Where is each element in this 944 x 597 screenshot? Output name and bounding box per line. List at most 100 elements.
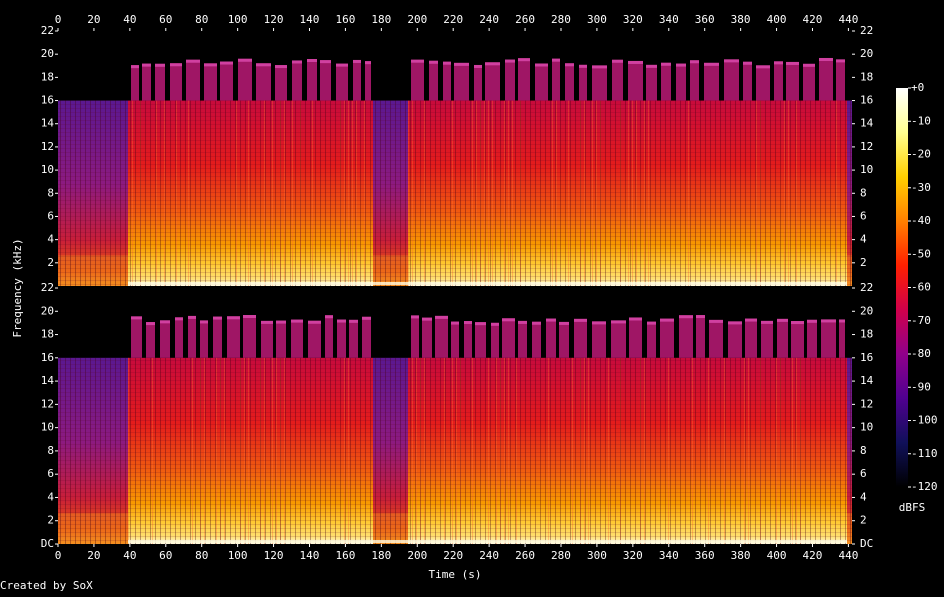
high-band-edge — [532, 321, 541, 325]
high-band-edge — [336, 63, 348, 67]
high-band-burst — [836, 59, 845, 101]
high-band-edge — [774, 61, 783, 65]
y-tick-label: 4 — [47, 490, 54, 503]
high-band-edge — [353, 59, 361, 63]
y-tick-label: 18 — [860, 328, 873, 341]
y-tick-label: 12 — [860, 140, 873, 153]
high-band-edge — [777, 318, 788, 322]
high-band-burst — [275, 65, 287, 101]
colorbar-tick-label: -10 — [911, 114, 931, 127]
high-band-edge — [728, 321, 742, 325]
high-band-burst — [200, 320, 208, 358]
high-band-edge — [803, 63, 815, 67]
colorbar-tick-label: -90 — [911, 380, 931, 393]
high-band-burst — [186, 59, 200, 101]
high-band-burst — [761, 320, 773, 358]
high-band-burst — [676, 63, 686, 101]
y-tick-label: 2 — [47, 514, 54, 527]
high-band-burst — [362, 316, 371, 358]
high-band-edge — [365, 61, 371, 65]
high-band-burst — [160, 320, 170, 358]
x-tick-label: 260 — [515, 13, 535, 26]
colorbar-tick-label: +0 — [911, 81, 924, 94]
x-tick-label: 180 — [371, 13, 391, 26]
high-band-burst — [821, 319, 836, 358]
x-tick-label: 200 — [407, 549, 427, 562]
high-band-edge — [704, 62, 719, 66]
high-band-burst — [325, 315, 333, 358]
high-band-burst — [579, 64, 587, 101]
y-tick-label: 8 — [47, 186, 54, 199]
high-band-edge — [188, 315, 196, 319]
y-tick-label: 10 — [860, 163, 873, 176]
high-band-burst — [756, 65, 770, 101]
high-band-burst — [660, 318, 674, 358]
high-band-edge — [337, 319, 346, 323]
high-band-burst — [696, 315, 705, 358]
high-band-edge — [464, 321, 472, 325]
y-tick-label: 22 — [860, 24, 873, 37]
high-band-edge — [839, 319, 845, 323]
high-band-burst — [276, 320, 286, 358]
y-tick-label: 2 — [860, 256, 867, 269]
high-band-edge — [836, 59, 845, 63]
high-band-burst — [518, 320, 527, 358]
x-tick-label: 60 — [159, 549, 172, 562]
y-tick-label: 8 — [860, 186, 867, 199]
x-tick-label: 420 — [803, 549, 823, 562]
x-tick-label: 280 — [551, 549, 571, 562]
x-tick-label: 80 — [195, 549, 208, 562]
high-band-edge — [592, 321, 606, 325]
y-tick-label: 14 — [860, 117, 874, 130]
high-band-burst — [451, 321, 459, 358]
x-tick-label: 400 — [767, 13, 787, 26]
x-tick-label: 0 — [55, 13, 62, 26]
y-tick-label: DC — [860, 537, 873, 550]
high-band-burst — [505, 59, 515, 101]
high-band-burst — [661, 62, 671, 101]
high-band-edge — [756, 65, 770, 69]
x-tick-label: 220 — [443, 549, 463, 562]
high-band-edge — [155, 63, 165, 67]
high-band-edge — [146, 322, 155, 326]
x-tick-label: 160 — [335, 549, 355, 562]
y-tick-label: 8 — [860, 444, 867, 457]
high-band-edge — [559, 321, 569, 325]
y-tick-label: 20 — [41, 47, 54, 60]
y-tick-label: 20 — [41, 304, 54, 317]
high-band-burst — [745, 318, 757, 358]
x-tick-label: 400 — [767, 549, 787, 562]
high-band-burst — [502, 318, 515, 358]
y-tick-label: 22 — [860, 281, 873, 294]
high-band-burst — [292, 60, 302, 101]
y-tick-label: 2 — [860, 514, 867, 527]
x-tick-label: 380 — [731, 13, 751, 26]
y-tick-label: 14 — [860, 374, 874, 387]
high-band-edge — [676, 63, 686, 67]
high-band-edge — [454, 62, 469, 66]
high-band-edge — [821, 319, 836, 323]
texture — [58, 100, 852, 286]
x-tick-label: 80 — [195, 13, 208, 26]
high-band-edge — [142, 63, 151, 67]
high-band-burst — [188, 315, 196, 358]
high-band-burst — [291, 319, 303, 358]
high-band-edge — [629, 317, 642, 321]
x-tick-label: 40 — [123, 13, 136, 26]
high-band-burst — [204, 63, 217, 101]
high-band-edge — [220, 61, 233, 65]
high-band-burst — [546, 318, 556, 358]
high-band-edge — [592, 65, 607, 69]
high-band-burst — [518, 58, 530, 101]
high-band-edge — [307, 58, 317, 62]
y-tick-label: 22 — [41, 281, 54, 294]
colorbar-tick-label: -110 — [911, 447, 938, 460]
high-band-burst — [243, 315, 256, 358]
high-band-edge — [474, 64, 482, 68]
high-band-edge — [807, 319, 817, 323]
high-band-edge — [546, 318, 556, 322]
x-tick-label: 60 — [159, 13, 172, 26]
x-tick-label: 380 — [731, 549, 751, 562]
high-band-edge — [505, 59, 515, 63]
high-band-edge — [429, 60, 438, 64]
